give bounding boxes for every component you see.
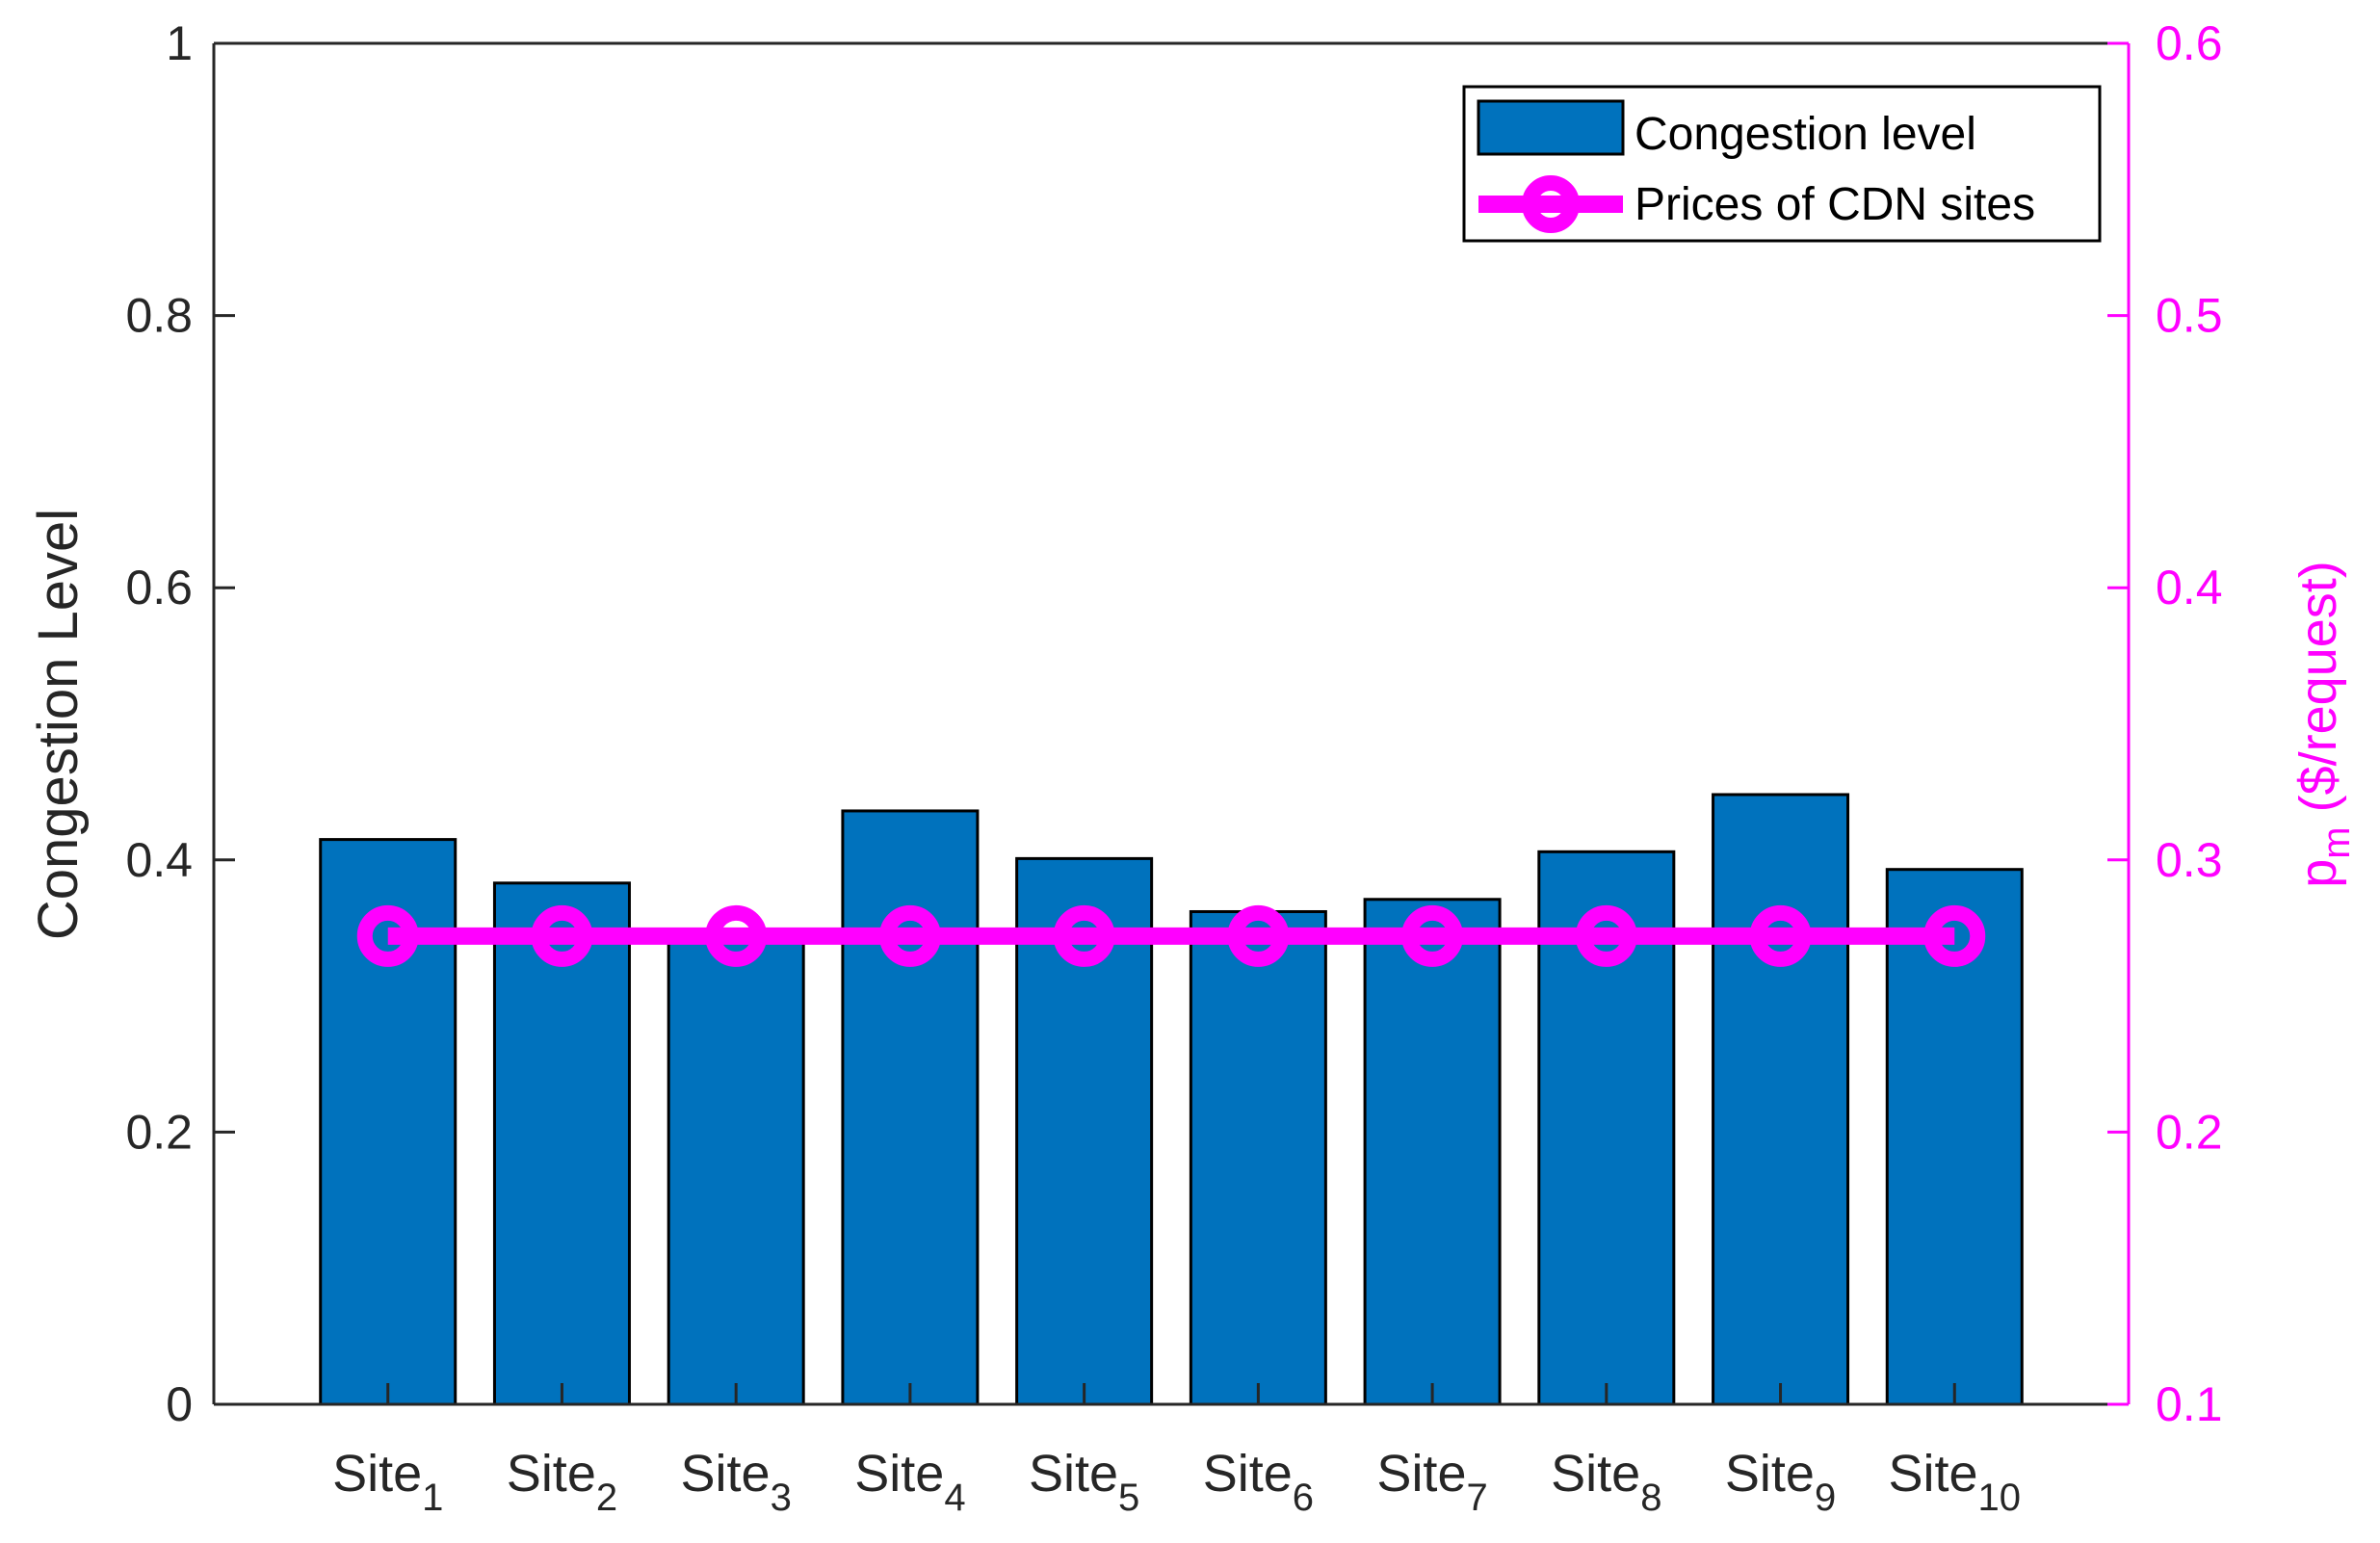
y-right-tick-label: 0.3 [2156,833,2223,887]
y-right-tick-label: 0.2 [2156,1105,2223,1159]
x-tick-label-7: Site7 [1376,1445,1487,1519]
x-tick-label-5: Site5 [1029,1445,1139,1519]
axes-layer [212,41,2131,1406]
legend: Congestion level Prices of CDN sites [1462,85,2102,243]
price-marker-4 [878,904,941,967]
price-marker-3 [705,904,768,967]
y-left-tick-label: 0 [166,1377,193,1431]
x-tick-label-base: Site [1029,1445,1118,1503]
y-axis-right-title-main: p [2289,859,2347,888]
x-tick-label-sub: 1 [422,1477,443,1519]
x-tick-label-base: Site [854,1445,944,1503]
x-tick-label-3: Site3 [681,1445,792,1519]
x-tick-label-sub: 7 [1466,1477,1487,1519]
y-left-tick-label: 1 [166,16,193,70]
bar-3 [667,930,805,1406]
price-marker-5 [1053,904,1115,967]
x-tick-label-6: Site6 [1203,1445,1314,1519]
bar-2 [492,881,631,1406]
legend-label-congestion: Congestion level [1635,109,1976,160]
y-left-tick-label: 0.4 [125,833,193,887]
ticks-layer: 0 0.2 0.4 0.6 0.8 1 0.1 0.2 0.3 0.4 0.5 0.6 [125,16,2222,1431]
x-tick-label-base: Site [1888,1445,1977,1503]
x-tick-label-4: Site4 [854,1445,965,1519]
bar-1 [319,838,458,1406]
y-left-tick-label: 0.8 [125,289,193,343]
x-tick-labels: Site1 Site2 Site3 Site4 Site5 Site6 Site7 Site8… [332,1445,2021,1519]
bars-layer [319,793,2024,1406]
price-marker-6 [1227,904,1290,967]
x-tick-label-1: Site1 [332,1445,443,1519]
x-tick-label-2: Site2 [507,1445,617,1519]
x-tick-label-sub: 9 [1815,1477,1836,1519]
x-tick-label-sub: 10 [1978,1477,2022,1519]
x-tick-label-base: Site [681,1445,771,1503]
price-marker-9 [1749,904,1812,967]
x-tick-label-sub: 2 [596,1477,617,1519]
y-left-tick-label: 0.6 [125,561,193,615]
legend-marker-swatch [1522,175,1580,233]
price-marker-7 [1401,904,1464,967]
x-tick-label-9: Site9 [1725,1445,1836,1519]
bar-7 [1363,898,1502,1406]
y-right-tick-label: 0.6 [2156,16,2223,70]
bar-4 [841,809,980,1406]
x-tick-label-sub: 4 [944,1477,965,1519]
x-tick-label-base: Site [1725,1445,1815,1503]
x-tick-label-base: Site [1376,1445,1466,1503]
y-axis-right-title-rest: ($/request) [2289,561,2347,826]
y-right-tick-label: 0.5 [2156,289,2223,343]
legend-bar-swatch [1477,99,1625,156]
y-axis-right-title: pm ($/request) [2289,561,2358,888]
x-tick-label-sub: 8 [1640,1477,1661,1519]
price-marker-8 [1575,904,1637,967]
x-tick-label-base: Site [507,1445,596,1503]
price-marker-2 [531,904,593,967]
x-tick-label-8: Site8 [1551,1445,1661,1519]
bar-5 [1015,856,1154,1406]
y-axis-right-title-sub: m [2315,826,2358,858]
y-left-tick-label: 0.2 [125,1105,193,1159]
bar-9 [1712,793,1850,1406]
x-tick-label-sub: 6 [1293,1477,1314,1519]
bar-10 [1885,868,2024,1406]
y-right-tick-label: 0.1 [2156,1377,2223,1431]
x-tick-label-base: Site [1203,1445,1293,1503]
bar-6 [1189,909,1327,1406]
y-axis-left-title: Congestion Level [27,509,90,940]
x-tick-label-base: Site [1551,1445,1640,1503]
legend-label-prices: Prices of CDN sites [1635,179,2035,230]
price-marker-1 [356,904,419,967]
price-marker-10 [1923,904,1986,967]
price-line-layer [356,904,1986,967]
x-tick-label-base: Site [332,1445,422,1503]
x-tick-label-10: Site10 [1888,1445,2021,1519]
y-right-tick-label: 0.4 [2156,561,2223,615]
x-tick-label-sub: 3 [771,1477,792,1519]
x-tick-label-sub: 5 [1118,1477,1139,1519]
